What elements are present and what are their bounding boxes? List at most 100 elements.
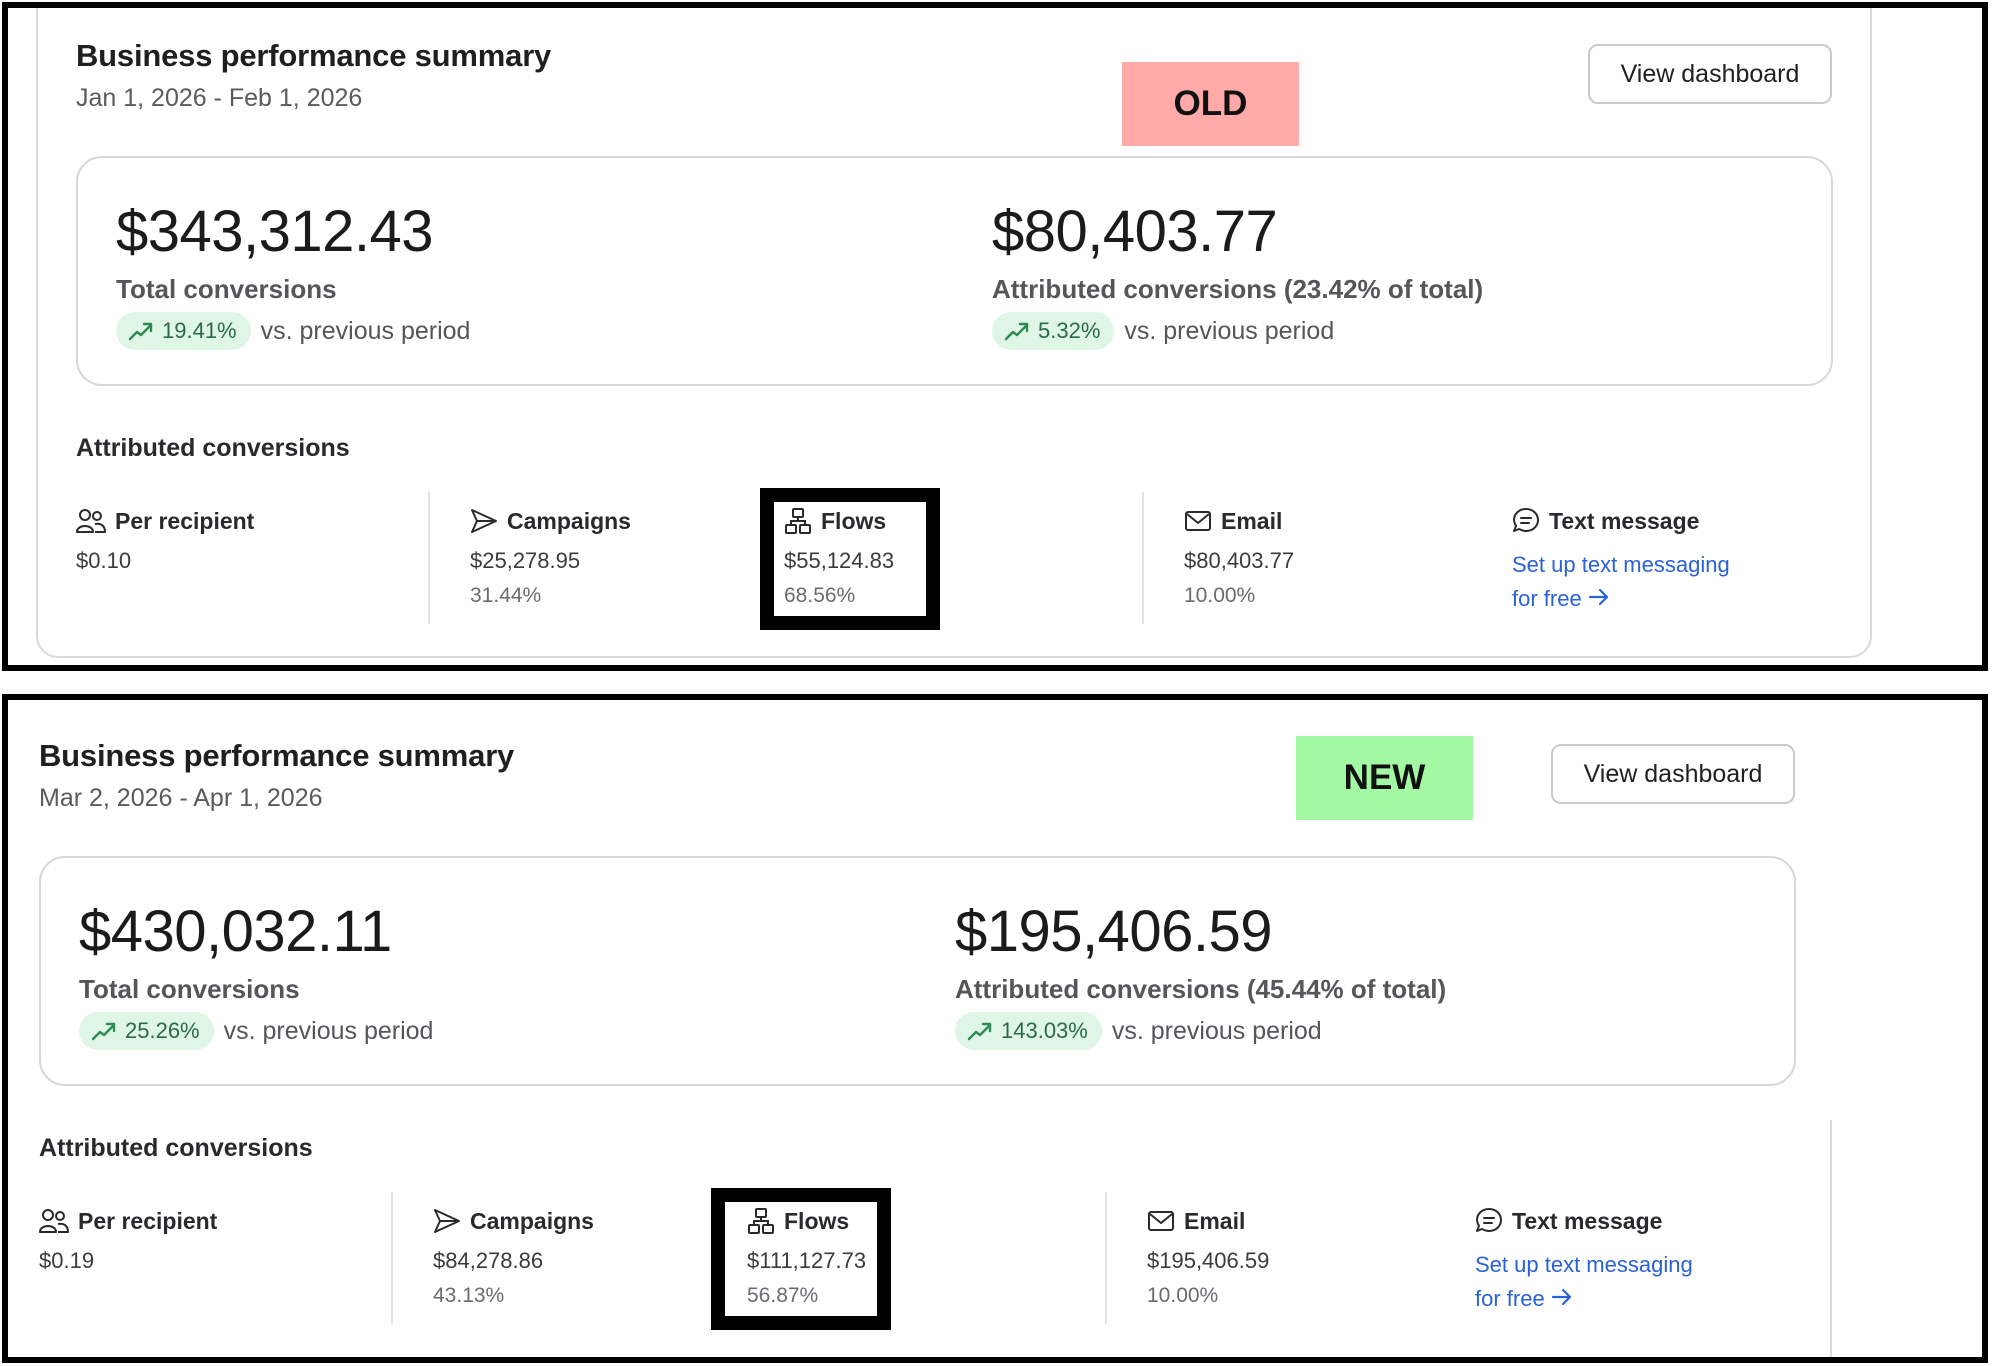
total-trend: 19.41% vs. previous period [116, 312, 470, 350]
metric-percent: 10.00% [1184, 584, 1256, 607]
setup-text-messaging-link[interactable]: Set up text messaging for free [1475, 1248, 1693, 1316]
section-label: Attributed conversions [39, 1134, 313, 1162]
total-conversions-label: Total conversions [79, 974, 300, 1004]
metric-label: Email [1221, 507, 1283, 534]
highlight-box [760, 488, 940, 630]
metric-value: $25,278.95 [470, 548, 581, 573]
page-title: Business performance summary [39, 738, 515, 773]
metric-label: Flows [784, 1207, 850, 1234]
metric-label: Campaigns [507, 507, 631, 534]
trend-suffix: vs. previous period [1111, 1016, 1322, 1045]
metric-value: $55,124.83 [784, 548, 895, 573]
page-title: Business performance summary [76, 38, 552, 73]
attributed-conversions-value: $80,403.77 [992, 199, 1278, 264]
metric-campaigns: Campaigns $25,278.95 31.44% [470, 506, 631, 608]
metric-percent: 56.87% [747, 1284, 819, 1307]
setup-text-messaging-link[interactable]: Set up text messaging for free [1512, 548, 1730, 616]
divider [1142, 492, 1144, 624]
new-screenshot-panel: Business performance summary Mar 2, 2026… [2, 694, 1988, 1363]
metric-flows: Flows $111,127.73 56.87% [747, 1206, 866, 1308]
summary-card: $430,032.11 Total conversions 25.26% vs.… [39, 856, 1796, 1086]
highlight-box [711, 1188, 891, 1330]
new-tag: NEW [1296, 736, 1473, 820]
flows-icon [785, 508, 811, 534]
date-range: Mar 2, 2026 - Apr 1, 2026 [39, 784, 323, 812]
trend-badge: 25.26% [79, 1012, 214, 1050]
link-line: for free [1512, 586, 1582, 611]
trend-percent: 5.32% [1038, 318, 1101, 343]
flows-icon [748, 1208, 774, 1234]
trend-percent: 19.41% [162, 318, 237, 343]
trend-badge: 19.41% [116, 312, 251, 350]
arrow-right-icon [1551, 1282, 1573, 1316]
metric-percent: 10.00% [1147, 1284, 1219, 1307]
metric-text-message: Text message Set up text messaging for f… [1475, 1206, 1693, 1316]
people-icon [76, 509, 106, 533]
metric-percent: 68.56% [784, 584, 856, 607]
trend-suffix: vs. previous period [223, 1016, 434, 1045]
total-conversions-label: Total conversions [116, 274, 337, 304]
metric-campaigns: Campaigns $84,278.86 43.13% [433, 1206, 594, 1308]
divider [1105, 1192, 1107, 1324]
metric-percent: 31.44% [470, 584, 542, 607]
trend-up-icon [967, 1022, 992, 1041]
people-icon [39, 1209, 69, 1233]
total-trend: 25.26% vs. previous period [79, 1012, 433, 1050]
link-line: Set up text messaging [1475, 1252, 1693, 1277]
trend-up-icon [128, 322, 153, 341]
summary-card: $343,312.43 Total conversions 19.41% vs.… [76, 156, 1833, 386]
metric-email: Email $195,406.59 10.00% [1147, 1206, 1269, 1308]
metric-percent: 43.13% [433, 1284, 505, 1307]
metric-label: Text message [1549, 507, 1700, 534]
old-screenshot-panel: Business performance summary Jan 1, 2026… [2, 2, 1988, 671]
metric-value: $0.19 [39, 1248, 95, 1273]
trend-percent: 25.26% [125, 1018, 200, 1043]
metric-email: Email $80,403.77 10.00% [1184, 506, 1294, 608]
link-line: Set up text messaging [1512, 552, 1730, 577]
mail-icon [1185, 511, 1211, 531]
arrow-right-icon [1588, 582, 1610, 616]
trend-up-icon [91, 1022, 116, 1041]
metric-label: Per recipient [115, 507, 255, 534]
chat-icon [1513, 508, 1539, 532]
trend-up-icon [1004, 322, 1029, 341]
trend-percent: 143.03% [1001, 1018, 1088, 1043]
attributed-conversions-value: $195,406.59 [955, 899, 1273, 964]
total-conversions-value: $430,032.11 [79, 899, 392, 964]
section-label: Attributed conversions [76, 434, 350, 462]
attributed-trend: 143.03% vs. previous period [955, 1012, 1322, 1050]
metric-per-recipient: Per recipient $0.10 [76, 506, 254, 574]
attributed-conversions-label: Attributed conversions (45.44% of total) [955, 974, 1447, 1004]
metric-value: $0.10 [76, 548, 132, 573]
date-range: Jan 1, 2026 - Feb 1, 2026 [76, 84, 363, 112]
metric-label: Per recipient [78, 1207, 218, 1234]
trend-badge: 143.03% [955, 1012, 1102, 1050]
trend-suffix: vs. previous period [260, 316, 471, 345]
divider [391, 1192, 393, 1324]
card-outline [1826, 1120, 1832, 1357]
metric-value: $111,127.73 [747, 1248, 867, 1273]
attributed-conversions-label: Attributed conversions (23.42% of total) [992, 274, 1484, 304]
view-dashboard-button[interactable]: View dashboard [1588, 44, 1832, 104]
send-icon [434, 1209, 460, 1233]
metric-text-message: Text message Set up text messaging for f… [1512, 506, 1730, 616]
metric-value: $84,278.86 [433, 1248, 544, 1273]
metric-value: $80,403.77 [1184, 548, 1295, 573]
send-icon [471, 509, 497, 533]
metric-label: Flows [821, 507, 887, 534]
attributed-trend: 5.32% vs. previous period [992, 312, 1334, 350]
metric-value: $195,406.59 [1147, 1248, 1270, 1273]
link-line: for free [1475, 1286, 1545, 1311]
metric-per-recipient: Per recipient $0.19 [39, 1206, 217, 1274]
old-tag: OLD [1122, 62, 1299, 146]
total-conversions-value: $343,312.43 [116, 199, 434, 264]
metric-label: Campaigns [470, 1207, 594, 1234]
view-dashboard-button[interactable]: View dashboard [1551, 744, 1795, 804]
metric-label: Email [1184, 1207, 1246, 1234]
metric-label: Text message [1512, 1207, 1663, 1234]
divider [428, 492, 430, 624]
chat-icon [1476, 1208, 1502, 1232]
trend-suffix: vs. previous period [1124, 316, 1335, 345]
card-outline [36, 8, 1872, 658]
metric-flows: Flows $55,124.83 68.56% [784, 506, 894, 608]
